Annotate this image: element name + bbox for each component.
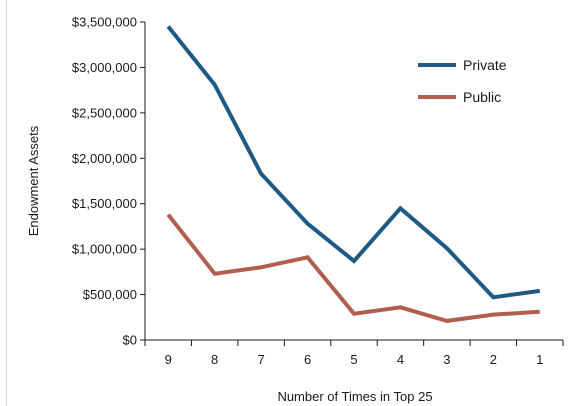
series-layer — [166, 25, 541, 323]
x-tick-label: 1 — [536, 352, 543, 367]
y-tick-label: $1,000,000 — [72, 242, 137, 257]
y-tick-label: $2,500,000 — [72, 105, 137, 120]
y-axis-title: Endowment Assets — [26, 125, 41, 236]
x-tick-label: 9 — [165, 352, 172, 367]
y-tick-label: $500,000 — [83, 287, 137, 302]
page-left-rule — [6, 0, 7, 406]
x-tick-label: 8 — [211, 352, 218, 367]
y-tick-label: $2,000,000 — [72, 151, 137, 166]
legend: Private Public — [418, 57, 507, 105]
x-tick-label: 5 — [350, 352, 357, 367]
y-tick-label: $1,500,000 — [72, 196, 137, 211]
y-tick-label: $3,500,000 — [72, 15, 137, 30]
series-line-private — [166, 25, 541, 300]
legend-label: Private — [463, 57, 507, 73]
y-tick-label: $0 — [123, 333, 137, 348]
series-line-public — [166, 213, 540, 323]
y-tick-label: $3,000,000 — [72, 60, 137, 75]
x-tick-label: 6 — [304, 352, 311, 367]
legend-label: Public — [463, 89, 501, 105]
x-axis-title: Number of Times in Top 25 — [277, 389, 432, 404]
x-tick-label: 4 — [397, 352, 404, 367]
x-tick-label: 7 — [257, 352, 264, 367]
axis-ticks: $0 $500,000 $1,000,000 $1,500,000 $2,000,000… — [72, 15, 564, 367]
x-tick-label: 2 — [490, 352, 497, 367]
x-tick-label: 3 — [443, 352, 450, 367]
